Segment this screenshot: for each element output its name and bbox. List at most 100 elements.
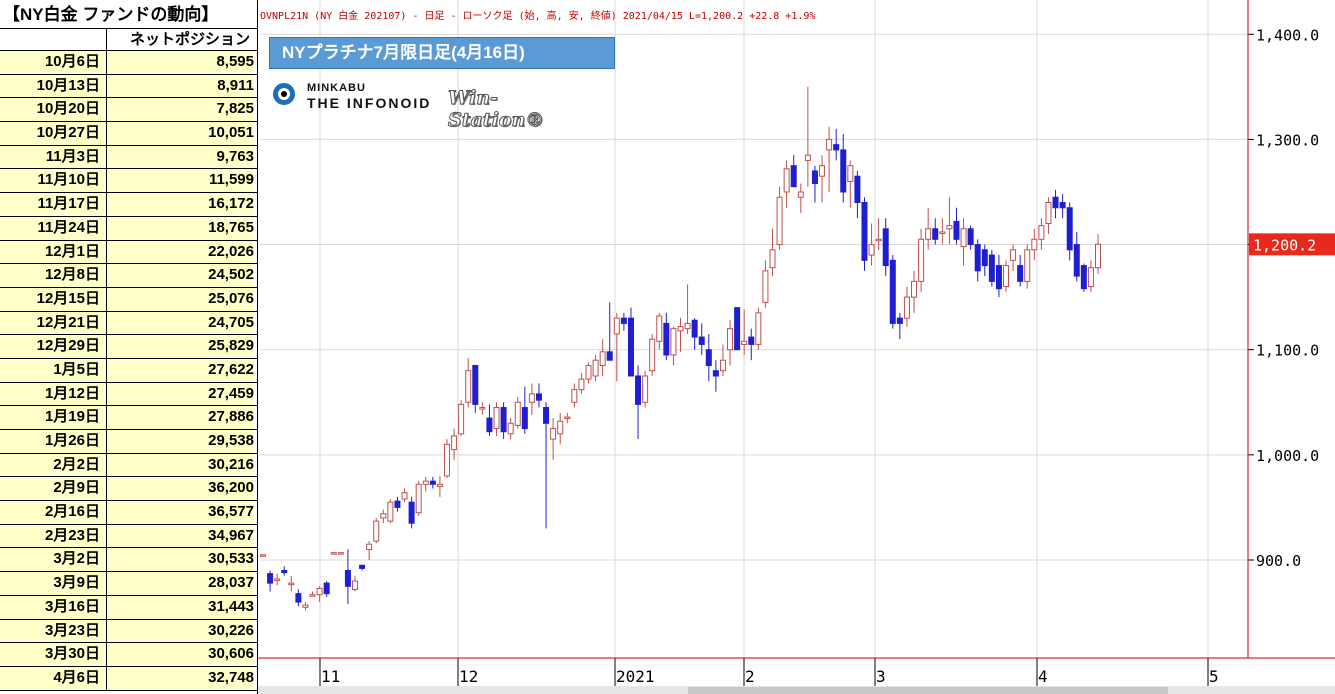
table-row: 10月27日 10,051 — [0, 122, 257, 146]
table-header-net-position: ネットポジション — [129, 31, 250, 48]
table-header-date-cell — [0, 29, 107, 50]
candle-body — [960, 228, 967, 248]
row-net-position: 24,502 — [108, 264, 254, 287]
row-date: 11月3日 — [0, 145, 107, 169]
candle-body — [635, 375, 642, 405]
row-net-position: 34,967 — [108, 524, 254, 548]
row-net-position: 31,443 — [108, 595, 254, 619]
row-net-position: 27,622 — [108, 358, 254, 382]
candle-body — [797, 191, 804, 198]
y-tick-label: 1,000.0 — [1256, 447, 1319, 465]
candle-body — [592, 359, 599, 377]
row-net-position: 30,533 — [108, 548, 254, 572]
fund-position-table: 【NY白金 ファンドの動向】 ネットポジション 10月6日 8,595 10月13日… — [0, 0, 258, 694]
table-row: 11月10日 11,599 — [0, 169, 257, 194]
row-net-position: 10,051 — [108, 122, 254, 145]
candle-body — [1045, 201, 1052, 225]
table-row: 12月15日 25,076 — [0, 287, 257, 312]
table-row: 12月1日 22,026 — [0, 240, 257, 265]
row-date: 11月24日 — [0, 216, 107, 240]
candle-body — [1052, 196, 1059, 209]
candle-body — [819, 165, 826, 177]
candle-body — [550, 428, 557, 440]
table-row: 10月20日 7,825 — [0, 98, 257, 123]
table-row: 2月23日 34,967 — [0, 524, 257, 549]
row-date: 4月6日 — [0, 666, 107, 690]
y-tick-label: 900.0 — [1256, 552, 1301, 570]
candle-body — [302, 604, 309, 608]
chart-title-box: NYプラチナ7月限日足(4月16日) — [269, 37, 615, 69]
table-row: 11月3日 9,763 — [0, 145, 257, 170]
chart-area[interactable]: OVNPL21N (NY 白金 202107) - 日足 - ローソク足 (始,… — [258, 0, 1335, 694]
table-title: 【NY白金 ファンドの動向】 — [0, 0, 257, 29]
candle-body — [804, 154, 811, 161]
candle-body — [1066, 207, 1073, 251]
candle-body — [811, 170, 818, 185]
minkabu-logo: MINKABU THE INFONOID Win-Station® — [273, 82, 573, 132]
table-row: 3月30日 30,606 — [0, 643, 257, 667]
row-date: 12月15日 — [0, 287, 107, 311]
table-row: 12月8日 24,502 — [0, 264, 257, 288]
candle-body — [620, 317, 627, 324]
row-date: 10月6日 — [0, 51, 107, 74]
row-date: 2月2日 — [0, 453, 107, 477]
candle-body — [309, 594, 316, 597]
candle-body — [288, 582, 295, 586]
candle-body — [451, 435, 458, 451]
row-net-position: 25,076 — [108, 287, 254, 311]
row-net-position: 30,226 — [108, 619, 254, 643]
candle-body — [875, 238, 882, 242]
candle-body — [373, 520, 380, 542]
candle-body — [1010, 249, 1017, 261]
candle-body — [281, 570, 288, 574]
candle-body — [627, 317, 634, 377]
candle-body — [429, 480, 436, 485]
candle-body — [1095, 243, 1101, 269]
candle-body — [861, 201, 868, 261]
table-row: 3月16日 31,443 — [0, 595, 257, 620]
row-net-position: 9,763 — [108, 145, 254, 169]
row-net-position: 30,606 — [108, 643, 254, 666]
table-row: 3月9日 28,037 — [0, 572, 257, 596]
row-net-position: 7,825 — [108, 98, 254, 122]
row-net-position: 25,829 — [108, 335, 254, 358]
table-row: 12月29日 25,829 — [0, 335, 257, 359]
candle-body — [762, 270, 769, 303]
candle-body — [790, 165, 797, 188]
candle-body — [847, 165, 854, 182]
candle-body — [755, 312, 762, 345]
row-date: 1月26日 — [0, 430, 107, 453]
y-tick-label: 1,100.0 — [1256, 342, 1319, 360]
table-body: 10月6日 8,595 10月13日 8,911 10月20日 7,825 10月27日 10… — [0, 51, 257, 691]
candle-body — [1031, 238, 1038, 251]
candle-body — [1017, 265, 1024, 282]
candle-body — [415, 483, 422, 514]
candle-body — [521, 407, 528, 430]
chart-header-info: OVNPL21N (NY 白金 202107) - 日足 - ローソク足 (始,… — [260, 11, 816, 22]
row-date: 2月16日 — [0, 501, 107, 524]
row-net-position: 8,595 — [108, 51, 254, 74]
candle-body — [932, 228, 939, 240]
candle-body — [564, 416, 571, 419]
candlestick-chart[interactable]: 900.01,000.01,100.01,200.01,300.01,400.0… — [258, 0, 1335, 694]
table-row: 12月21日 24,705 — [0, 311, 257, 336]
candle-body — [868, 244, 875, 256]
candle-body — [323, 582, 330, 595]
candle-body — [946, 225, 953, 230]
candle-body — [267, 573, 274, 584]
row-date: 2月9日 — [0, 477, 107, 501]
candle-body — [507, 422, 514, 435]
candle-body — [528, 393, 535, 403]
y-tick-label: 1,300.0 — [1256, 131, 1319, 149]
x-tick-label: 11 — [321, 667, 340, 686]
x-tick-label: 5 — [1209, 667, 1219, 686]
candle-body — [500, 407, 507, 433]
candle-body — [769, 249, 776, 269]
table-row: 1月19日 27,886 — [0, 406, 257, 430]
candle-body — [359, 564, 366, 569]
candle-body — [351, 580, 358, 590]
row-net-position: 30,216 — [108, 453, 254, 477]
candle-body — [514, 401, 521, 426]
candle-body — [896, 317, 903, 324]
row-date: 3月9日 — [0, 572, 107, 595]
